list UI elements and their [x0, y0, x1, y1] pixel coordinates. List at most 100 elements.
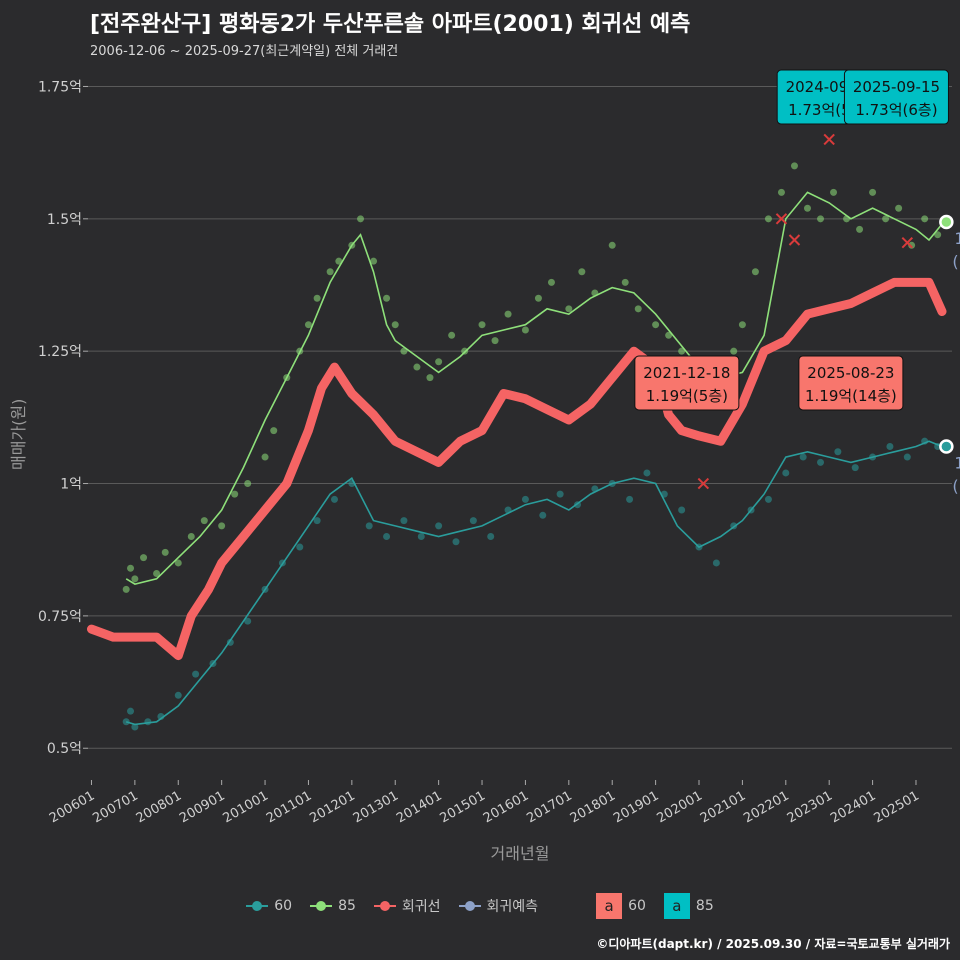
scatter-point-85 [131, 575, 139, 583]
scatter-point-60 [313, 517, 321, 525]
annotation-text-2: 1.19억(5층) [646, 387, 728, 405]
scatter-point-60 [712, 559, 720, 567]
anomaly-marker [775, 213, 788, 225]
annotation-box-2 [634, 355, 740, 411]
x-tick-label: 201701 [524, 788, 574, 826]
scatter-point-60 [678, 506, 686, 514]
scatter-point-85 [491, 337, 499, 345]
scatter-point-60 [487, 532, 495, 540]
legend: 60 85 회귀선 회귀예측 a 60 a 85 [0, 893, 960, 919]
endpoint-area-85: (~85㎡) [952, 252, 960, 271]
legend-dot-regression [379, 901, 390, 911]
annotation-date-2: 2021-12-18 [643, 364, 730, 382]
anomaly-marker [697, 477, 710, 490]
scatter-point-60 [452, 538, 460, 546]
annotation-box-1 [843, 69, 949, 125]
scatter-point-85 [187, 532, 195, 540]
legend-dot-85 [316, 901, 327, 911]
scatter-point-85 [621, 278, 629, 286]
legend-label-60: 60 [274, 898, 293, 914]
scatter-point-85 [534, 294, 542, 302]
scatter-point-60 [400, 517, 408, 525]
scatter-point-85 [521, 326, 529, 334]
scatter-point-85 [127, 564, 135, 572]
scatter-point-60 [556, 490, 564, 498]
scatter-point-85 [383, 294, 391, 302]
scatter-point-85 [882, 215, 890, 223]
scatter-point-85 [426, 374, 434, 382]
scatter-point-85 [934, 231, 942, 239]
scatter-point-60 [244, 617, 252, 625]
line-85 [125, 191, 943, 585]
x-tick-label: 202101 [698, 788, 748, 826]
scatter-point-85 [504, 310, 512, 318]
scatter-point-85 [751, 268, 759, 276]
line-60 [125, 440, 943, 726]
scatter-point-85 [895, 204, 903, 212]
scatter-point-60 [330, 495, 338, 503]
scatter-point-85 [478, 321, 486, 329]
scatter-point-85 [777, 188, 785, 196]
scatter-point-60 [192, 670, 200, 678]
annotation-text-3: 1.19억(14층) [805, 387, 897, 405]
legend-label-prediction: 회귀예측 [486, 899, 539, 915]
anomaly-marker [823, 133, 835, 146]
scatter-point-60 [834, 448, 842, 456]
legend-item-regression: 회귀선 [373, 893, 441, 919]
annotation-date-1: 2025-09-15 [853, 78, 940, 96]
legend-item-85: 85 [310, 893, 356, 919]
scatter-point-85 [856, 225, 864, 233]
y-tick-label: 1.5억 [47, 212, 82, 228]
scatter-point-85 [578, 268, 586, 276]
endpoint-85 [939, 214, 954, 230]
annotation-box-3 [798, 355, 904, 411]
anomaly-marker [788, 234, 801, 246]
scatter-point-85 [304, 321, 312, 329]
scatter-point-85 [790, 162, 798, 170]
scatter-point-85 [908, 241, 916, 249]
legend-item-60: 60 [246, 893, 292, 919]
scatter-point-85 [161, 548, 169, 556]
y-axis-title: 매매가(원) [9, 398, 28, 470]
x-tick-label: 202301 [785, 788, 835, 826]
scatter-point-85 [652, 321, 660, 329]
y-tick-label: 1.75억 [38, 79, 82, 95]
endpoint-value-60: 10,700 [954, 453, 960, 472]
source-caption: ©디아파트(dapt.kr) / 2025.09.30 / 자료=국토교통부 실… [596, 937, 950, 951]
scatter-point-60 [799, 453, 807, 461]
scatter-point-60 [131, 723, 139, 731]
scatter-point-60 [817, 458, 825, 466]
anomaly-marker [901, 236, 914, 249]
scatter-point-60 [127, 707, 135, 715]
legend-box-item-60: a 60 [596, 893, 646, 919]
legend-box-label-60: 60 [628, 898, 646, 914]
scatter-point-85 [921, 215, 929, 223]
x-tick-label: 201901 [611, 788, 661, 826]
legend-label-regression: 회귀선 [401, 899, 441, 915]
legend-dot-60 [252, 901, 263, 911]
scatter-point-85 [200, 517, 208, 525]
scatter-point-85 [869, 188, 877, 196]
scatter-point-85 [738, 321, 746, 329]
scatter-point-85 [634, 305, 642, 313]
scatter-point-60 [365, 522, 373, 530]
scatter-point-85 [608, 241, 616, 249]
x-tick-label: 201801 [568, 788, 618, 826]
x-tick-label: 202401 [828, 788, 878, 826]
y-tick-label: 0.5억 [47, 741, 82, 757]
scatter-point-85 [730, 347, 738, 355]
scatter-point-85 [231, 490, 239, 498]
scatter-point-85 [244, 480, 252, 488]
scatter-point-60 [903, 453, 911, 461]
scatter-point-85 [174, 559, 182, 567]
scatter-point-85 [218, 522, 226, 530]
scatter-point-85 [326, 268, 334, 276]
x-tick-label: 202201 [741, 788, 791, 826]
legend-box-label-85: 85 [695, 898, 714, 914]
scatter-point-85 [678, 347, 686, 355]
scatter-point-85 [547, 278, 555, 286]
annotation-text-1: 1.73억(6층) [855, 101, 937, 119]
x-tick-label: 201601 [481, 788, 531, 826]
y-tick-label: 1억 [60, 477, 82, 493]
